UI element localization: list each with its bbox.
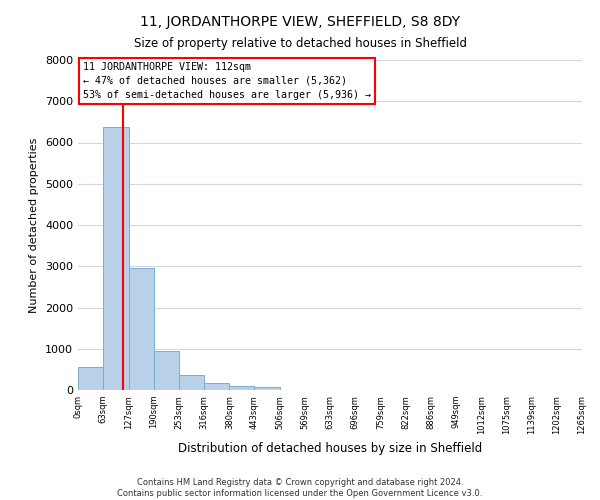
Bar	[128, 268, 154, 390]
Bar	[154, 351, 179, 390]
Text: Size of property relative to detached houses in Sheffield: Size of property relative to detached ho…	[133, 38, 467, 51]
Bar	[254, 387, 280, 390]
Bar	[78, 367, 103, 390]
Text: 11 JORDANTHORPE VIEW: 112sqm
← 47% of detached houses are smaller (5,362)
53% of: 11 JORDANTHORPE VIEW: 112sqm ← 47% of de…	[83, 62, 371, 100]
Bar	[229, 386, 254, 390]
Bar	[103, 127, 128, 390]
Text: 11, JORDANTHORPE VIEW, SHEFFIELD, S8 8DY: 11, JORDANTHORPE VIEW, SHEFFIELD, S8 8DY	[140, 15, 460, 29]
Bar	[179, 375, 204, 390]
Bar	[204, 384, 229, 390]
Y-axis label: Number of detached properties: Number of detached properties	[29, 138, 40, 312]
X-axis label: Distribution of detached houses by size in Sheffield: Distribution of detached houses by size …	[178, 442, 482, 455]
Text: Contains HM Land Registry data © Crown copyright and database right 2024.
Contai: Contains HM Land Registry data © Crown c…	[118, 478, 482, 498]
